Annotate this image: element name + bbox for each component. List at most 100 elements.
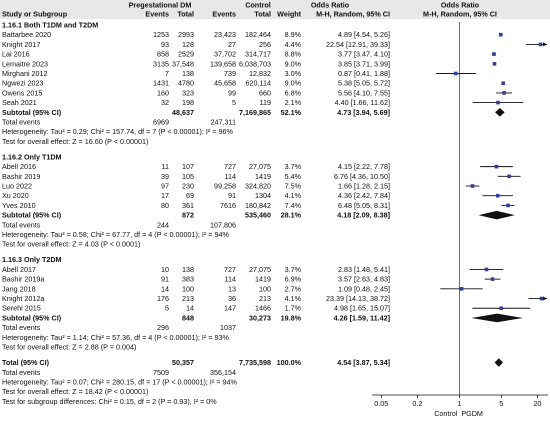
study-weight: 4.1%: [285, 294, 302, 303]
subtotal-total-control: 7,169,865: [239, 108, 271, 117]
study-point: [496, 100, 500, 105]
study-odds-ratio: 3.85 [3.71, 3.99]: [338, 59, 390, 68]
header-method-plot: M-H, Random, 95% CI: [423, 10, 497, 19]
study-odds-ratio: 22.54 [12.91, 39.33]: [326, 40, 390, 49]
study-events-pdm: 93: [161, 40, 169, 49]
subtotal-odds-ratio: 4.18 [2.09, 8.38]: [337, 211, 390, 220]
study-weight: 8.9%: [285, 30, 302, 39]
study-total-pdm: 14: [186, 304, 194, 313]
study-events-pdm: 7: [165, 69, 169, 78]
study-total-pdm: 37,548: [172, 59, 194, 68]
study-total-pdm: 2529: [178, 50, 194, 59]
study-name: Abell 2016: [2, 162, 36, 171]
study-point: [495, 193, 500, 198]
study-total-control: 256: [259, 40, 271, 49]
total-events-pdm: 244: [157, 220, 169, 229]
study-events-control: 99,258: [214, 182, 236, 191]
study-events-control: 5: [232, 98, 236, 107]
study-weight: 5.4%: [285, 172, 302, 181]
x-tick-label: 5: [499, 399, 503, 408]
overall-effect-text: Test for overall effect: Z = 4.03 (P < 0…: [2, 240, 140, 249]
study-point: [502, 91, 506, 95]
total-events-pdm: 6969: [153, 118, 169, 127]
study-events-control: 23,423: [214, 30, 236, 39]
study-total-control: 27,075: [249, 265, 271, 274]
study-point: [490, 277, 495, 281]
study-name: Lemaitre 2023: [2, 59, 48, 68]
study-events-pdm: 1253: [153, 30, 169, 39]
study-odds-ratio: 23.39 [14.13, 38.72]: [326, 294, 390, 303]
subgroup-difference-text: Test for subgroup differences: Chi² = 0.…: [2, 397, 217, 406]
study-total-pdm: 323: [182, 88, 194, 97]
study-events-control: 114: [225, 172, 236, 181]
study-name: Ngwezi 2023: [2, 79, 44, 88]
x-tick-label: 0.2: [412, 399, 422, 408]
subgroup-title: 1.16.2 Only T1DM: [2, 152, 62, 161]
study-events-pdm: 14: [161, 284, 169, 293]
study-point: [453, 71, 458, 76]
study-odds-ratio: 6.76 [4.36, 10.50]: [334, 172, 390, 181]
study-ci-arrow: [543, 42, 547, 47]
study-weight: 6.9%: [285, 275, 302, 284]
study-odds-ratio: 4.36 [2.42, 7.84]: [338, 191, 390, 200]
subtotal-label: Subtotal (95% CI): [2, 313, 62, 322]
total-events-control: 107,806: [210, 220, 236, 229]
study-odds-ratio: 4.15 [2.22, 7.78]: [338, 162, 390, 171]
study-total-pdm: 383: [182, 275, 194, 284]
study-total-control: 314,717: [245, 50, 271, 59]
subtotal-total-pdm: 848: [182, 313, 194, 322]
study-events-pdm: 39: [161, 172, 169, 181]
study-total-control: 324,820: [245, 182, 271, 191]
study-point: [538, 42, 543, 47]
study-weight: 9.0%: [285, 79, 302, 88]
header-control: Control: [245, 1, 271, 10]
total-events-control: 247,311: [211, 118, 236, 127]
subtotal-diamond: [471, 313, 523, 323]
study-odds-ratio: 6.48 [5.05, 8.31]: [338, 201, 390, 210]
header-study: Study or Subgroup: [2, 10, 68, 19]
study-point: [539, 296, 544, 301]
total-events-label: Total events: [2, 118, 41, 127]
study-total-pdm: 2993: [178, 30, 194, 39]
study-point: [484, 267, 489, 272]
study-point: [506, 203, 510, 208]
overall-diamond: [494, 358, 504, 367]
total-events-label: Total events: [2, 220, 41, 229]
study-events-pdm: 1431: [153, 79, 169, 88]
study-name: Bashir 2019a: [2, 275, 44, 284]
study-events-control: 99: [228, 88, 236, 97]
header-events-control: Events: [212, 10, 236, 19]
study-total-control: 180,842: [245, 201, 271, 210]
subtotal-label: Subtotal (95% CI): [2, 108, 62, 117]
overall-odds-ratio: 4.54 [3.87, 5.34]: [337, 358, 390, 367]
subtotal-weight: 19.8%: [281, 313, 302, 322]
subgroup-title: 1.16.3 Only T2DM: [2, 255, 62, 264]
study-events-pdm: 11: [162, 162, 169, 171]
study-point: [507, 174, 511, 179]
subtotal-diamond: [495, 108, 505, 117]
study-name: Knight 2012a: [2, 294, 44, 303]
study-odds-ratio: 4.89 [4.54, 5.26]: [338, 30, 390, 39]
study-weight: 8.8%: [285, 50, 302, 59]
header-background: [0, 0, 550, 19]
study-weight: 1.7%: [285, 304, 302, 313]
study-point: [494, 164, 499, 169]
study-name: Xu 2020: [2, 191, 29, 200]
header-total-control: Total: [254, 10, 271, 19]
study-odds-ratio: 5.56 [4.10, 7.55]: [338, 88, 390, 97]
study-point: [459, 287, 464, 291]
study-events-pdm: 97: [161, 182, 169, 191]
study-events-pdm: 176: [157, 294, 169, 303]
study-total-pdm: 361: [182, 201, 194, 210]
favours-pgdm-label: PGDM: [461, 409, 483, 418]
study-total-control: 660: [259, 88, 271, 97]
header-events-pdm: Events: [145, 10, 169, 19]
study-total-control: 182,464: [245, 30, 271, 39]
subtotal-weight: 52.1%: [281, 108, 302, 117]
overall-effect-text: Test for overall effect: Z = 16.60 (P < …: [2, 137, 148, 146]
study-total-pdm: 138: [182, 69, 194, 78]
study-total-control: 1419: [255, 275, 271, 284]
study-total-control: 6,038,703: [239, 59, 271, 68]
study-name: Yves 2010: [2, 201, 36, 210]
study-point: [501, 81, 506, 85]
